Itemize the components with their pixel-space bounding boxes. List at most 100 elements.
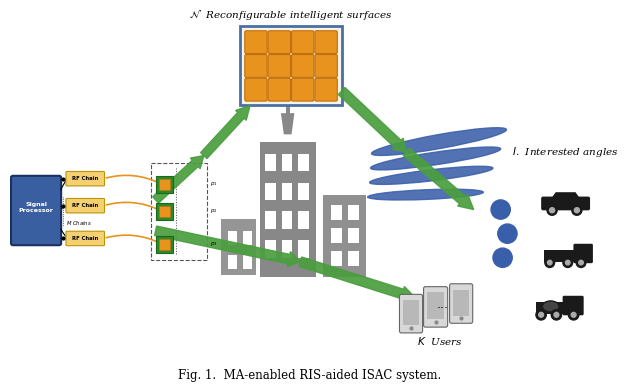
Polygon shape <box>403 148 474 210</box>
Polygon shape <box>155 226 300 267</box>
Text: $p_1$: $p_1$ <box>209 181 217 188</box>
FancyBboxPatch shape <box>541 197 590 210</box>
Bar <box>282 154 292 171</box>
Bar <box>428 292 444 319</box>
Bar <box>348 205 359 220</box>
Polygon shape <box>339 88 406 152</box>
Bar <box>298 183 309 200</box>
Bar <box>260 142 316 277</box>
Text: $M$ Chains: $M$ Chains <box>65 219 92 227</box>
Polygon shape <box>153 156 204 203</box>
Text: Signal
Processor: Signal Processor <box>19 202 54 213</box>
Bar <box>331 251 342 266</box>
FancyBboxPatch shape <box>573 244 593 263</box>
Circle shape <box>545 258 555 267</box>
FancyBboxPatch shape <box>291 54 314 77</box>
Bar <box>282 212 292 229</box>
Circle shape <box>566 260 570 265</box>
FancyBboxPatch shape <box>268 54 291 77</box>
Text: RF Chain: RF Chain <box>72 203 99 208</box>
Bar <box>285 106 289 115</box>
Circle shape <box>547 260 552 265</box>
Circle shape <box>491 200 510 219</box>
FancyBboxPatch shape <box>291 78 314 101</box>
Ellipse shape <box>542 301 559 312</box>
Ellipse shape <box>367 189 483 200</box>
Circle shape <box>547 205 557 215</box>
Text: Fig. 1.  MA-enabled RIS-aided ISAC system.: Fig. 1. MA-enabled RIS-aided ISAC system… <box>178 369 442 382</box>
FancyBboxPatch shape <box>291 31 314 54</box>
Bar <box>536 302 563 314</box>
Text: $\mathcal{N}$  Reconfigurable intelligent surfaces: $\mathcal{N}$ Reconfigurable intelligent… <box>189 7 393 22</box>
Bar <box>266 183 276 200</box>
Bar <box>243 255 252 269</box>
FancyBboxPatch shape <box>315 78 337 101</box>
Bar <box>348 251 359 266</box>
Text: $K$  Users: $K$ Users <box>417 335 463 347</box>
Bar <box>221 219 256 275</box>
Circle shape <box>576 258 586 267</box>
FancyBboxPatch shape <box>159 206 170 217</box>
Bar <box>403 300 419 325</box>
Circle shape <box>550 208 555 213</box>
Circle shape <box>568 310 579 320</box>
Circle shape <box>554 312 559 317</box>
Bar <box>331 228 342 243</box>
Polygon shape <box>281 113 294 135</box>
FancyBboxPatch shape <box>156 203 173 220</box>
Bar <box>282 183 292 200</box>
Bar <box>241 27 342 106</box>
Circle shape <box>539 312 543 317</box>
Bar <box>544 250 575 262</box>
FancyBboxPatch shape <box>268 31 291 54</box>
Circle shape <box>493 248 512 267</box>
Text: RF Chain: RF Chain <box>72 236 99 241</box>
Bar <box>348 228 359 243</box>
Text: ...: ... <box>437 298 449 312</box>
FancyBboxPatch shape <box>399 294 422 333</box>
Polygon shape <box>551 192 580 199</box>
FancyBboxPatch shape <box>66 231 104 246</box>
Ellipse shape <box>371 147 500 170</box>
FancyBboxPatch shape <box>66 199 104 213</box>
Polygon shape <box>200 106 250 158</box>
FancyBboxPatch shape <box>424 287 447 327</box>
Circle shape <box>579 260 583 265</box>
Text: $I$.  Interested angles: $I$. Interested angles <box>512 145 619 159</box>
Bar <box>331 205 342 220</box>
Text: $p_3$: $p_3$ <box>209 240 217 248</box>
FancyBboxPatch shape <box>156 176 173 193</box>
Circle shape <box>551 310 561 320</box>
FancyBboxPatch shape <box>66 172 104 186</box>
Bar <box>282 240 292 258</box>
FancyBboxPatch shape <box>156 235 173 253</box>
Bar <box>228 255 237 269</box>
Bar <box>266 212 276 229</box>
Circle shape <box>536 310 547 320</box>
Circle shape <box>498 224 517 243</box>
FancyBboxPatch shape <box>563 296 584 315</box>
FancyBboxPatch shape <box>244 31 267 54</box>
FancyBboxPatch shape <box>315 54 337 77</box>
FancyBboxPatch shape <box>449 284 473 323</box>
Ellipse shape <box>371 128 506 156</box>
Bar <box>243 231 252 245</box>
Bar <box>298 212 309 229</box>
Bar <box>323 195 365 277</box>
Bar <box>298 240 309 258</box>
Bar <box>266 240 276 258</box>
Circle shape <box>574 208 579 213</box>
Polygon shape <box>299 257 416 301</box>
Ellipse shape <box>369 166 493 185</box>
Text: $p_2$: $p_2$ <box>209 208 217 215</box>
FancyBboxPatch shape <box>315 31 337 54</box>
Bar <box>453 290 469 316</box>
Bar <box>298 154 309 171</box>
FancyBboxPatch shape <box>159 179 170 190</box>
Text: RF Chain: RF Chain <box>72 176 99 181</box>
Bar <box>151 163 207 260</box>
Circle shape <box>572 205 582 215</box>
Bar <box>228 231 237 245</box>
FancyBboxPatch shape <box>244 54 267 77</box>
Bar <box>266 154 276 171</box>
